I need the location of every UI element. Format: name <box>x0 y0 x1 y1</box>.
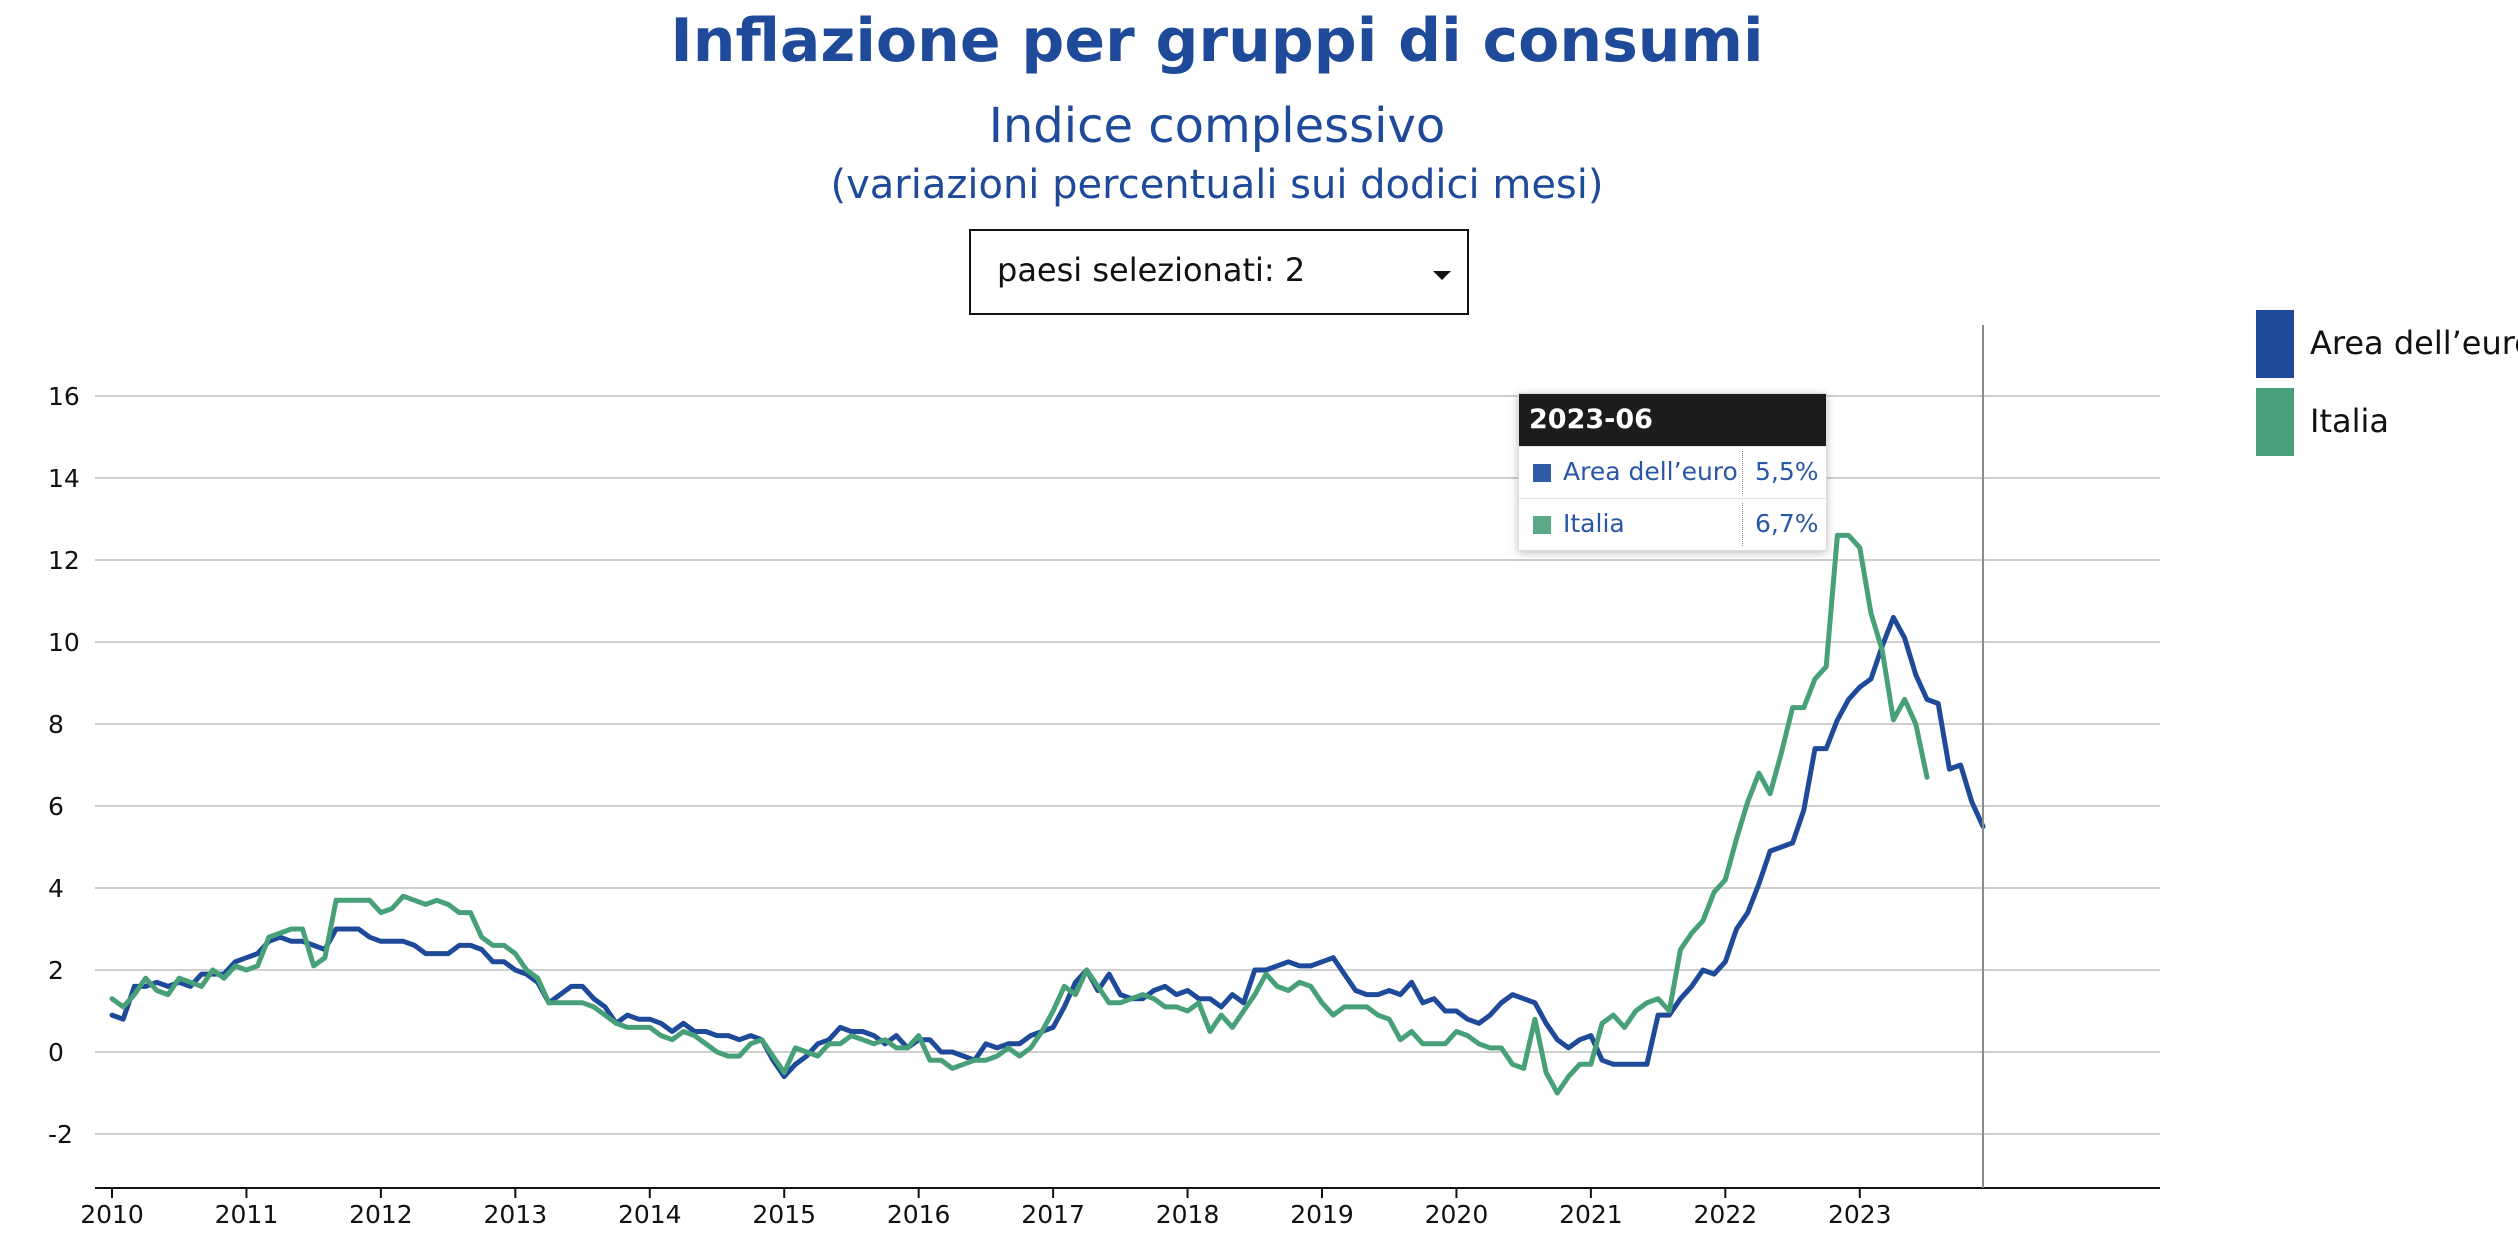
tooltip-row-euro: Area dell’euro 5,5% <box>1519 446 1826 498</box>
x-tick-label: 2011 <box>215 1200 279 1229</box>
y-tick-label: 4 <box>48 874 64 903</box>
x-axis: 2010 2011 2012 2013 2014 2015 2016 2017 2018 2019… <box>80 1187 2160 1229</box>
tooltip-value-euro: 5,5% <box>1755 457 1819 486</box>
x-tick-label: 2021 <box>1559 1200 1623 1229</box>
x-tick-label: 2019 <box>1290 1200 1354 1229</box>
y-tick-label: 12 <box>48 546 80 575</box>
x-tick-label: 2010 <box>80 1200 144 1229</box>
tooltip-name-euro: Area dell’euro <box>1563 457 1738 486</box>
y-axis-ticks: -2 0 2 4 6 8 10 12 14 16 <box>48 382 80 1149</box>
series-line-italia <box>109 532 1930 1096</box>
x-tick-label: 2012 <box>349 1200 413 1229</box>
tooltip-row-italia: Italia 6,7% <box>1519 498 1826 550</box>
x-tick-label: 2020 <box>1425 1200 1489 1229</box>
y-tick-label: 10 <box>48 628 80 657</box>
tooltip-swatch-euro <box>1533 464 1551 482</box>
tooltip: 2023-06 Area dell’euro 5,5% Italia 6,7% <box>1518 393 1827 551</box>
chart-title: Inflazione per gruppi di consumi <box>670 6 1764 76</box>
y-tick-label: -2 <box>48 1120 73 1149</box>
series-line-euro <box>109 614 1986 1080</box>
chart-subtitle-units: (variazioni percentuali sui dodici mesi) <box>830 162 1604 208</box>
legend-swatch-euro <box>2256 310 2294 378</box>
y-tick-label: 6 <box>48 792 64 821</box>
y-tick-label: 2 <box>48 956 64 985</box>
x-tick-label: 2015 <box>752 1200 816 1229</box>
x-tick-label: 2017 <box>1021 1200 1085 1229</box>
y-tick-label: 0 <box>48 1038 64 1067</box>
tooltip-separator <box>1742 451 1743 494</box>
legend-label-italia: Italia <box>2310 402 2389 440</box>
x-tick-label: 2014 <box>618 1200 682 1229</box>
country-selector[interactable]: paesi selezionati: 2 <box>969 229 1469 315</box>
legend-label-euro: Area dell’euro <box>2310 324 2518 362</box>
country-selector-label: paesi selezionati: 2 <box>997 251 1306 289</box>
tooltip-date: 2023-06 <box>1519 394 1826 446</box>
y-tick-label: 16 <box>48 382 80 411</box>
tooltip-swatch-italia <box>1533 516 1551 534</box>
series-lines <box>109 532 1986 1096</box>
x-tick-label: 2016 <box>887 1200 951 1229</box>
y-tick-label: 14 <box>48 464 80 493</box>
x-tick-label: 2022 <box>1694 1200 1758 1229</box>
legend-swatch-italia <box>2256 388 2294 456</box>
y-tick-label: 8 <box>48 710 64 739</box>
tooltip-name-italia: Italia <box>1563 509 1625 538</box>
tooltip-separator <box>1742 503 1743 546</box>
x-tick-label: 2023 <box>1828 1200 1892 1229</box>
x-tick-label: 2018 <box>1156 1200 1220 1229</box>
chevron-down-icon <box>1433 271 1451 280</box>
x-tick-label: 2013 <box>484 1200 548 1229</box>
tooltip-value-italia: 6,7% <box>1755 509 1819 538</box>
chart-subtitle: Indice complessivo <box>988 98 1446 154</box>
grid-lines <box>95 395 2160 1135</box>
